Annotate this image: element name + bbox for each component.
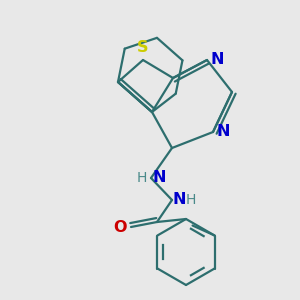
- Text: N: N: [173, 193, 187, 208]
- Text: H: H: [136, 171, 147, 185]
- Text: N: N: [152, 170, 166, 185]
- Text: N: N: [216, 124, 230, 140]
- Text: O: O: [113, 220, 127, 235]
- Text: H: H: [186, 193, 196, 207]
- Text: N: N: [210, 52, 224, 67]
- Text: S: S: [137, 40, 149, 55]
